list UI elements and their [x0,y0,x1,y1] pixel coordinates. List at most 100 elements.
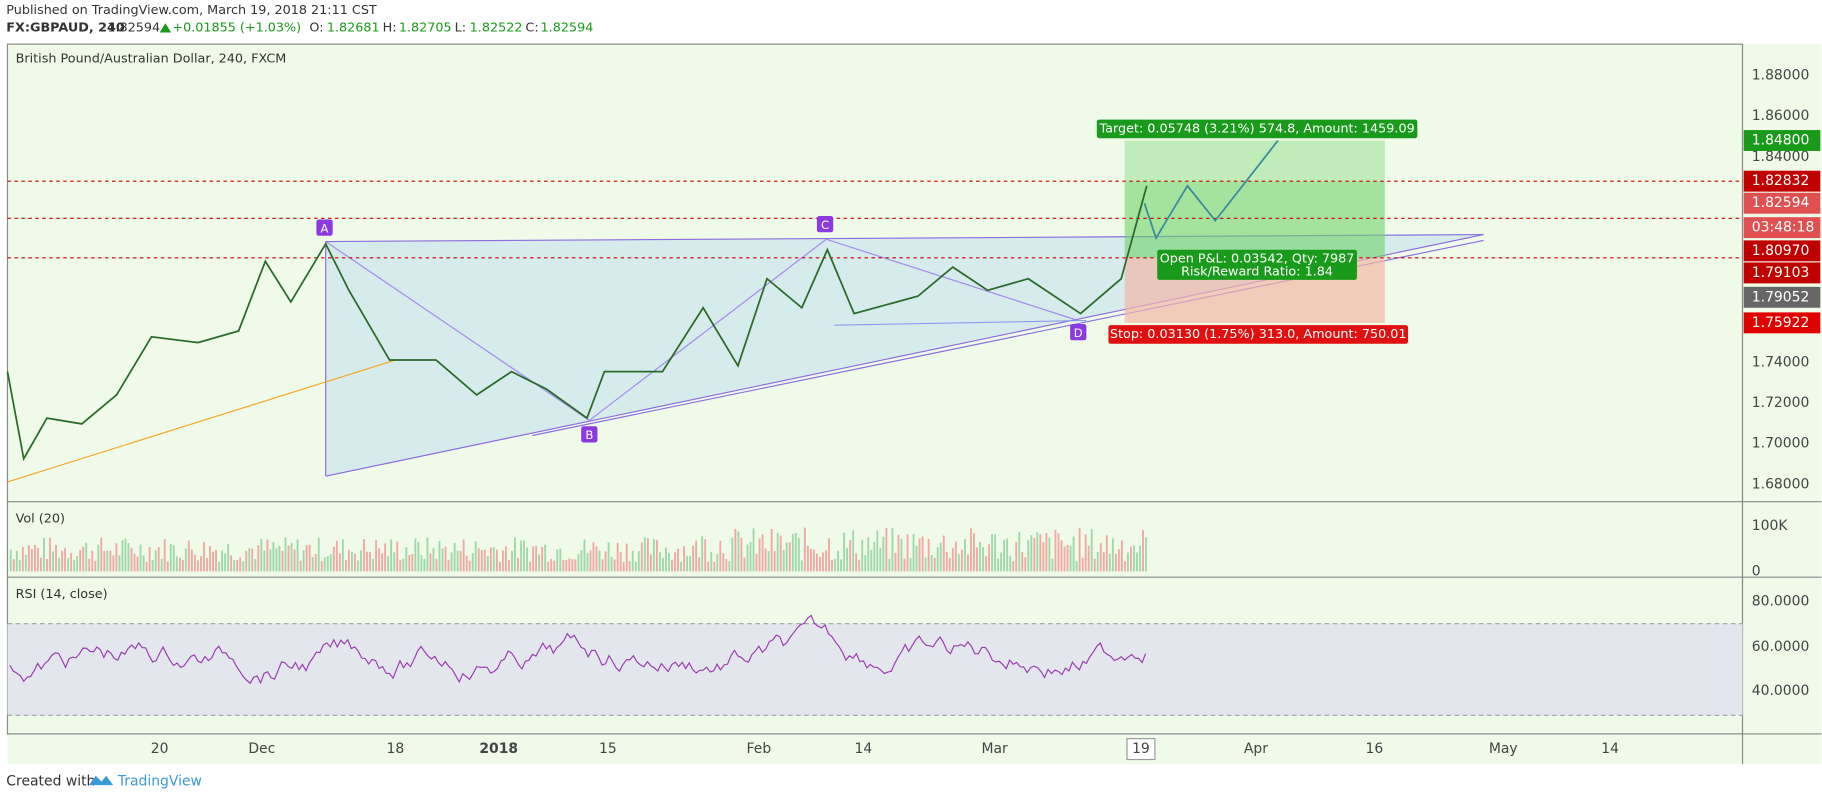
volume-bar [785,542,788,572]
volume-bar [1120,540,1123,572]
volume-bar [1130,546,1132,572]
volume-bar [287,545,290,572]
date-tick: Feb [747,741,772,757]
date-tick: 20 [151,741,169,757]
volume-bar [1111,538,1114,572]
volume-bar [70,553,73,572]
volume-bar [1021,551,1024,572]
volume-bar [957,554,960,572]
volume-bar [767,551,770,572]
volume-bar [184,548,187,572]
volume-bar [1072,536,1075,572]
price-tick: 1.88000 [1752,67,1810,83]
volume-bar [580,550,583,572]
volume-bar [933,557,936,572]
price-badge-label: 1.80970 [1752,243,1810,259]
volume-bar [616,542,619,572]
volume-bar [73,560,76,572]
volume-bar [568,558,571,572]
volume-bar [187,540,190,572]
volume-bar [145,561,148,572]
date-tick: 2018 [479,741,518,757]
volume-bar [423,558,426,572]
volume-bar [366,551,368,572]
volume-bar [172,545,175,572]
volume-bar [200,556,202,572]
volume-bar [846,548,849,572]
volume-bar [788,542,791,572]
volume-bar [523,540,525,572]
price-badge-label: 1.79052 [1752,289,1810,305]
volume-bar [55,544,57,572]
volume-bar [203,541,205,572]
volume-bar [985,556,987,572]
volume-bar [631,550,634,572]
volume-bar [103,550,106,572]
footer-brand[interactable]: TradingView [117,774,202,790]
volume-bar [480,550,483,572]
volume-bar [979,541,981,572]
volume-bar [755,554,758,572]
volume-bar [378,548,381,572]
volume-bar [758,538,761,572]
volume-bar [417,541,420,572]
volume-bar [671,559,673,572]
volume-bar [139,544,142,572]
volume-bar [1039,534,1042,572]
volume-bar [441,548,444,572]
volume-bar [734,529,737,572]
volume-bar [843,532,846,572]
volume-bar [1048,537,1051,572]
volume-bar [791,533,794,572]
volume-bar [514,537,516,572]
volume-bar [828,538,830,572]
price-badge [1743,240,1821,262]
volume-bar [175,556,178,572]
volume-bar [825,550,827,572]
volume-bar [46,559,48,572]
volume-bar [197,560,199,572]
volume-bar [876,530,879,572]
volume-bar [477,548,480,572]
volume-bar [891,528,894,572]
volume-bar [332,546,335,572]
volume-bar [299,560,302,572]
price-badge-label: 1.84800 [1752,133,1810,149]
volume-bar [266,539,269,572]
volume-bar [559,548,562,572]
volume-bar [529,561,532,572]
volume-bar [571,559,574,572]
volume-bar [982,547,984,572]
volume-bar [85,542,88,572]
price-badge-label: 1.79103 [1752,265,1810,281]
volume-bar [474,541,477,572]
volume-bar [779,535,782,572]
volume-bar [157,547,160,572]
volume-bar [462,539,465,572]
date-tick: Mar [981,741,1008,757]
price-line [6,185,1148,462]
volume-bar [994,534,997,572]
volume-bar [731,537,734,572]
volume-bar [562,559,565,572]
footer-created: Created with [6,774,95,790]
volume-bar [148,547,151,572]
stop-label: Stop: 0.03130 (1.75%) 313.0, Amount: 750… [1110,327,1407,342]
point-box [316,219,333,236]
volume-bar [855,553,858,572]
volume-bar [812,549,815,572]
volume-bar [190,549,193,572]
volume-bar [1027,539,1030,572]
volume-bar [840,559,843,572]
volume-bar [586,552,589,572]
volume-bar [390,539,393,572]
volume-bar [619,551,622,572]
volume-bar [193,554,196,572]
volume-bar [296,539,299,572]
volume-bar [963,539,966,572]
volume-bar [1054,529,1057,572]
volume-bar [637,551,640,572]
volume-bar [532,546,535,572]
volume-bar [945,551,948,572]
volume-bar [242,561,245,572]
